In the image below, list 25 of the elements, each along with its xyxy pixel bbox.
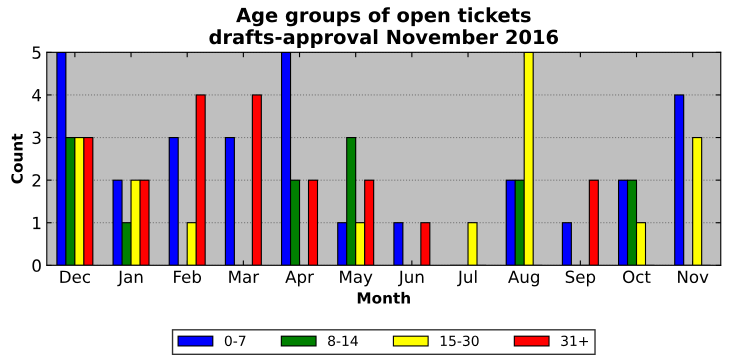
x-tick-label: Jul (457, 270, 477, 286)
y-axis-title: Count (11, 134, 23, 184)
y-tick-label: 5 (32, 46, 40, 59)
x-axis-title: Month (358, 292, 410, 304)
x-tick-label: May (340, 270, 372, 286)
y-tick-label: 4 (32, 89, 41, 102)
chart-title: Age groups of open tickets drafts-approval November 2016 (209, 7, 558, 48)
x-tick-label: Nov (678, 270, 708, 284)
x-tick-label: Dec (60, 270, 90, 284)
legend-label: 15-30 (440, 336, 479, 346)
x-tick-label: Aug (508, 270, 539, 286)
x-tick-label: Oct (623, 270, 651, 284)
y-tick-label: 0 (32, 259, 41, 272)
legend-label: 31+ (561, 336, 588, 346)
x-tick-label: Feb (174, 270, 202, 284)
x-tick-label: Sep (566, 270, 596, 286)
y-tick-label: 3 (32, 132, 41, 144)
legend-label: 0-7 (224, 336, 246, 346)
x-tick-label: Apr (285, 270, 314, 286)
x-tick-label: Mar (229, 270, 260, 284)
y-tick-label: 1 (33, 216, 40, 230)
x-tick-label: Jan (117, 270, 142, 286)
y-tick-label: 2 (32, 174, 40, 186)
legend-label: 8-14 (328, 336, 358, 346)
x-tick-label: Jun (398, 270, 424, 286)
